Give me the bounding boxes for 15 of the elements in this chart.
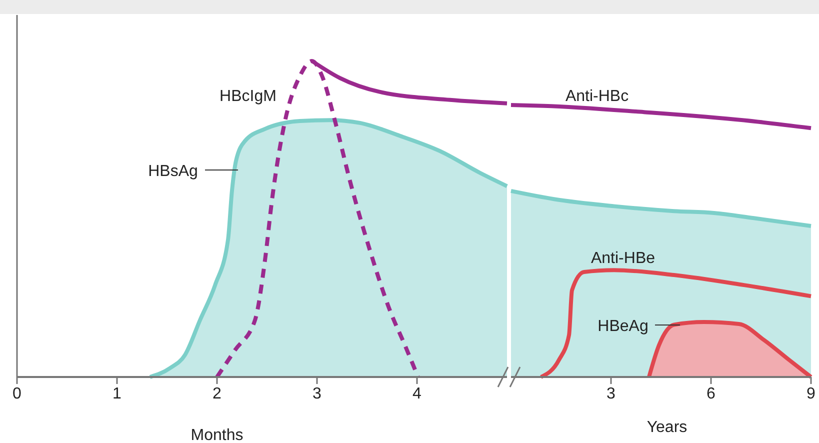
series-label: Anti-HBc [565,88,629,105]
series-label: HBcIgM [220,88,276,105]
text: HBsAg [148,163,198,180]
x-tick-label: 3 [312,385,322,402]
x-tick-label: 1 [112,385,122,402]
x-tick-label: 6 [706,385,716,402]
x-tick-label: 0 [12,385,22,402]
x-tick-label: 4 [412,385,422,402]
x-axis-title: Months [190,427,244,443]
x-tick-label: 9 [806,385,816,402]
series-label: HBeAg [598,318,648,335]
series-label: Anti-HBe [590,250,656,267]
x-axis-title: Years [646,419,688,436]
x-tick-label: 3 [606,385,616,402]
x-tick-label: 2 [212,385,222,402]
